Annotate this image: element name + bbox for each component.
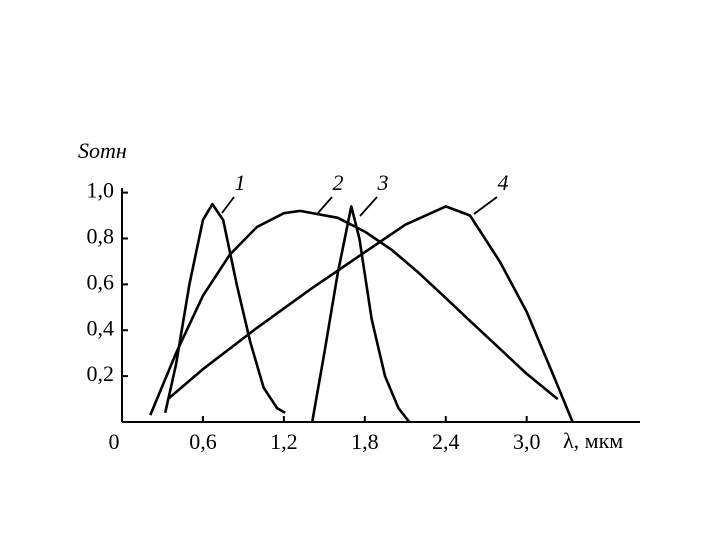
x-tick-label: 1,8 [351,429,379,454]
curve-label-leader [221,196,235,214]
x-axis-label: λ, мкм [563,428,623,453]
y-tick-label: 1,0 [87,178,115,203]
curve-label: 2 [333,170,344,195]
curve-label-leader [359,196,378,217]
y-tick-label: 0,6 [87,269,115,294]
curve-label-leader [317,196,333,214]
x-tick-label: 0 [109,429,120,454]
x-tick-label: 3,0 [513,429,541,454]
y-tick-label: 0,4 [87,315,115,340]
curve [163,202,286,414]
x-tick-label: 2,4 [432,429,460,454]
y-tick-label: 0,2 [87,361,115,386]
curve [310,205,411,423]
x-tick-label: 1,2 [270,429,298,454]
curve [167,205,574,423]
curve-label: 3 [377,170,389,195]
x-tick-label: 0,6 [189,429,217,454]
curve-label: 4 [498,170,509,195]
y-tick-label: 0,8 [87,224,115,249]
curve-label-leader [473,196,498,215]
y-axis-label: Sотн [78,138,127,163]
curve [149,209,559,416]
curve-label: 1 [235,170,246,195]
